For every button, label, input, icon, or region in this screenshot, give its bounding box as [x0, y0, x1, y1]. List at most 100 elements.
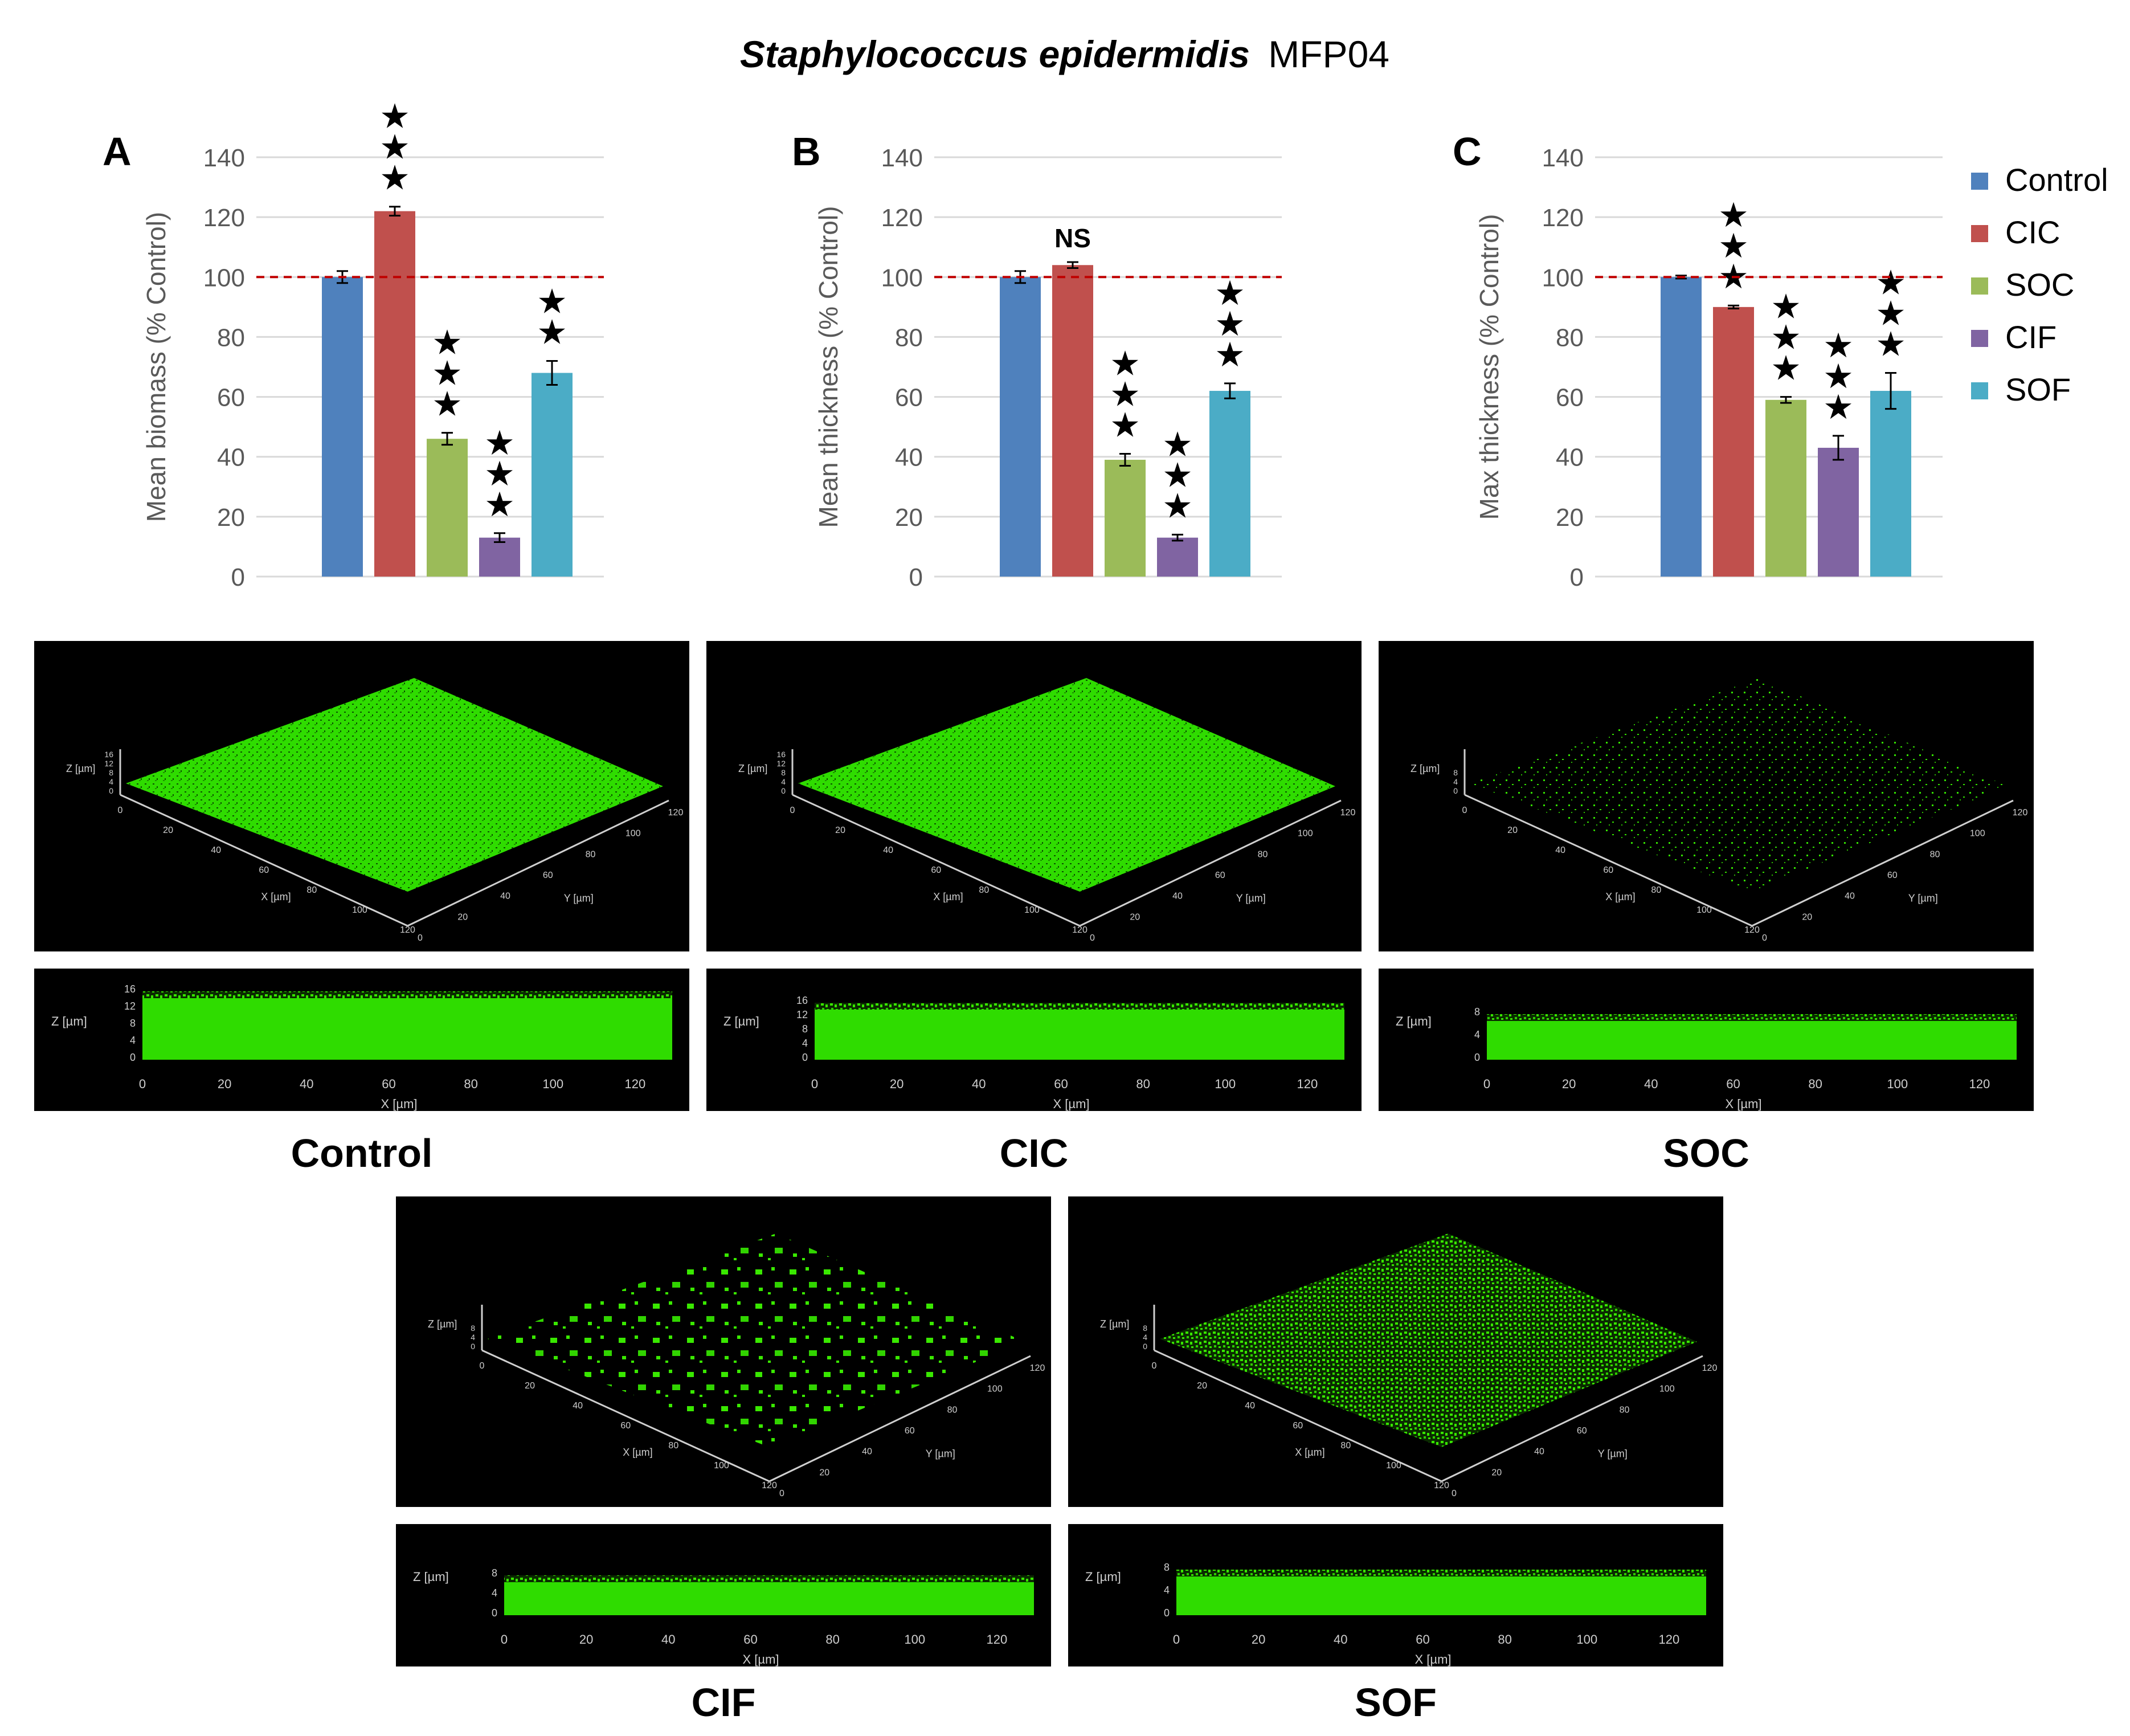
y-tick-label: 20 — [1130, 912, 1140, 922]
y-tick-label: 120 — [203, 204, 245, 232]
slice-x-tick: 20 — [579, 1632, 593, 1647]
slice-z-tick: 4 — [130, 1035, 136, 1046]
significance-star: ★ — [484, 485, 515, 524]
slice-x-tick: 120 — [1297, 1077, 1318, 1091]
slice-z-label: Z [µm] — [723, 1014, 759, 1028]
slice-x-tick: 40 — [300, 1077, 313, 1091]
significance-label: NS — [1054, 223, 1091, 253]
slice-x-tick: 40 — [1644, 1077, 1658, 1091]
chart-panel-c: C 0 20 40 60 80 100 120 140 Max thickness (% Cont… — [1453, 129, 1943, 591]
y-axis-line — [768, 1355, 1031, 1482]
legend-swatch-cif — [1971, 330, 1988, 347]
significance-star: ★ — [1162, 487, 1193, 525]
micrograph-label: Control — [291, 1131, 433, 1175]
z-tick-label: 4 — [781, 777, 786, 786]
slice-x-tick: 0 — [1483, 1077, 1490, 1091]
x-tick-label: 20 — [1507, 826, 1518, 835]
significance-star: ★ — [1823, 388, 1854, 426]
significance-star: ★ — [484, 455, 515, 493]
x-tick-label: 40 — [1555, 845, 1565, 855]
y-axis-label: Y [µm] — [1236, 893, 1266, 904]
figure-title-strain: MFP04 — [1268, 33, 1389, 75]
y-tick-label: 60 — [1215, 871, 1225, 880]
y-tick-label: 40 — [500, 892, 510, 901]
slice-z-tick: 8 — [492, 1567, 497, 1579]
slice-x-tick: 20 — [1252, 1632, 1265, 1647]
slice-z-tick: 4 — [1474, 1029, 1480, 1040]
slice-z-tick: 4 — [1164, 1584, 1170, 1596]
bar-cic — [1713, 307, 1754, 577]
slice-z-label: Z [µm] — [1396, 1014, 1432, 1028]
y-tick-label: 40 — [1556, 444, 1584, 472]
slice-z-tick: 0 — [1164, 1607, 1170, 1619]
biofilm-surface — [488, 1233, 1025, 1447]
slice-x-label: X [µm] — [1726, 1097, 1762, 1111]
x-tick-label: 100 — [352, 905, 367, 915]
legend-swatch-soc — [1971, 277, 1988, 295]
x-tick-label: 0 — [480, 1361, 485, 1371]
x-axis-line — [1464, 794, 1753, 927]
y-tick-label: 100 — [1298, 829, 1313, 839]
y-tick-label: 60 — [905, 1426, 915, 1436]
legend-swatch-control — [1971, 173, 1988, 190]
slice-x-tick: 100 — [904, 1632, 925, 1647]
y-tick-label: 100 — [1970, 829, 1985, 839]
z-axis-label: Z [µm] — [66, 763, 95, 774]
panel-letter: A — [103, 129, 132, 174]
bar-control — [322, 277, 363, 577]
slice-x-tick: 40 — [972, 1077, 986, 1091]
significance-star: ★ — [1875, 264, 1906, 302]
slice-x-tick: 40 — [1334, 1632, 1347, 1647]
significance-star: ★ — [537, 313, 567, 351]
x-tick-label: 120 — [762, 1481, 777, 1490]
y-tick-label: 0 — [909, 563, 923, 591]
slice-x-tick: 80 — [1498, 1632, 1511, 1647]
y-axis-label: Y [µm] — [1598, 1448, 1628, 1460]
y-tick-label: 140 — [1542, 144, 1584, 172]
y-axis-line — [1441, 1355, 1703, 1482]
slice-z-tick: 0 — [130, 1052, 136, 1063]
y-tick-label: 100 — [1659, 1384, 1675, 1394]
significance-star: ★ — [1771, 349, 1801, 387]
y-axis-line — [407, 799, 669, 927]
x-tick-label: 60 — [1293, 1421, 1303, 1431]
y-tick-label: 140 — [203, 144, 245, 172]
y-tick-label: 80 — [1258, 849, 1268, 859]
y-tick-label: 120 — [1340, 808, 1356, 818]
z-tick-label: 4 — [1143, 1333, 1147, 1342]
significance-star: ★ — [1718, 227, 1749, 265]
z-tick-label: 0 — [1143, 1342, 1147, 1351]
legend: Control CIC SOC CIF SOF — [1971, 162, 2108, 407]
slice-x-tick: 80 — [825, 1632, 839, 1647]
x-axis-line — [481, 1349, 770, 1482]
y-tick-label: 40 — [1845, 892, 1855, 901]
x-tick-label: 120 — [400, 925, 415, 935]
y-tick-label: 140 — [881, 144, 923, 172]
x-axis-label: X [µm] — [933, 891, 963, 902]
x-tick-label: 80 — [668, 1441, 678, 1451]
slice-x-tick: 60 — [1054, 1077, 1068, 1091]
y-tick-label: 60 — [1577, 1426, 1587, 1436]
y-tick-label: 100 — [1542, 264, 1584, 292]
x-tick-label: 100 — [1696, 905, 1712, 915]
chart-panel-b: B 0 20 40 60 80 100 120 140 Mean thickness (% Con… — [792, 129, 1282, 591]
slice-z-tick: 16 — [796, 995, 808, 1006]
x-tick-label: 0 — [790, 806, 795, 815]
slice-z-tick: 12 — [124, 1000, 136, 1012]
y-tick-label: 120 — [1702, 1363, 1718, 1373]
significance-star: ★ — [1110, 375, 1140, 413]
bar-sof — [1870, 391, 1911, 577]
y-tick-label: 100 — [987, 1384, 1003, 1394]
y-tick-label: 120 — [1030, 1363, 1045, 1373]
legend-swatch-sof — [1971, 382, 1988, 399]
y-tick-label: 40 — [895, 444, 923, 472]
slice-x-tick: 120 — [987, 1632, 1008, 1647]
biofilm-slice-top — [504, 1575, 1034, 1582]
bar-control — [1000, 277, 1041, 577]
z-tick-label: 0 — [781, 786, 786, 795]
legend-label: SOC — [2005, 267, 2074, 303]
micrograph-label: SOC — [1663, 1131, 1749, 1175]
biofilm-slice — [1487, 1014, 2017, 1060]
y-tick-label: 120 — [1542, 204, 1584, 232]
